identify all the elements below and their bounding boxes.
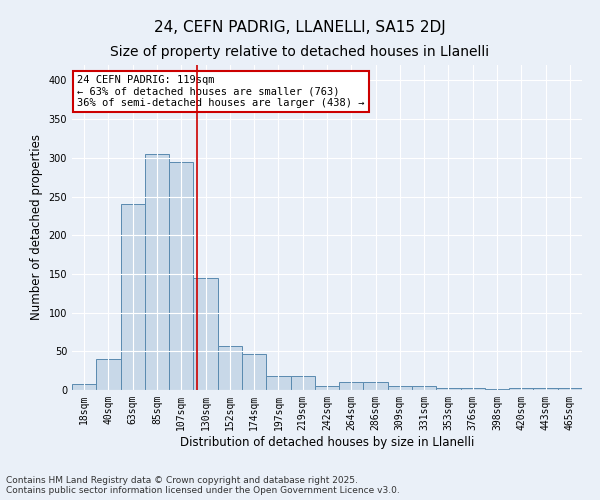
Bar xyxy=(218,346,242,390)
Text: Size of property relative to detached houses in Llanelli: Size of property relative to detached ho… xyxy=(110,45,490,59)
Bar xyxy=(412,386,436,390)
Bar xyxy=(266,376,290,390)
Bar xyxy=(193,278,218,390)
Text: 24 CEFN PADRIG: 119sqm
← 63% of detached houses are smaller (763)
36% of semi-de: 24 CEFN PADRIG: 119sqm ← 63% of detached… xyxy=(77,74,365,108)
Bar xyxy=(169,162,193,390)
Y-axis label: Number of detached properties: Number of detached properties xyxy=(30,134,43,320)
Bar xyxy=(388,386,412,390)
Text: Contains HM Land Registry data © Crown copyright and database right 2025.
Contai: Contains HM Land Registry data © Crown c… xyxy=(6,476,400,495)
Bar xyxy=(145,154,169,390)
Bar xyxy=(485,389,509,390)
Bar xyxy=(558,388,582,390)
Bar xyxy=(72,384,96,390)
Bar xyxy=(509,388,533,390)
X-axis label: Distribution of detached houses by size in Llanelli: Distribution of detached houses by size … xyxy=(180,436,474,448)
Bar xyxy=(364,382,388,390)
Bar xyxy=(290,376,315,390)
Bar xyxy=(461,388,485,390)
Bar xyxy=(533,388,558,390)
Bar xyxy=(315,386,339,390)
Bar xyxy=(121,204,145,390)
Bar xyxy=(242,354,266,390)
Bar xyxy=(96,359,121,390)
Bar xyxy=(436,388,461,390)
Text: 24, CEFN PADRIG, LLANELLI, SA15 2DJ: 24, CEFN PADRIG, LLANELLI, SA15 2DJ xyxy=(154,20,446,35)
Bar xyxy=(339,382,364,390)
